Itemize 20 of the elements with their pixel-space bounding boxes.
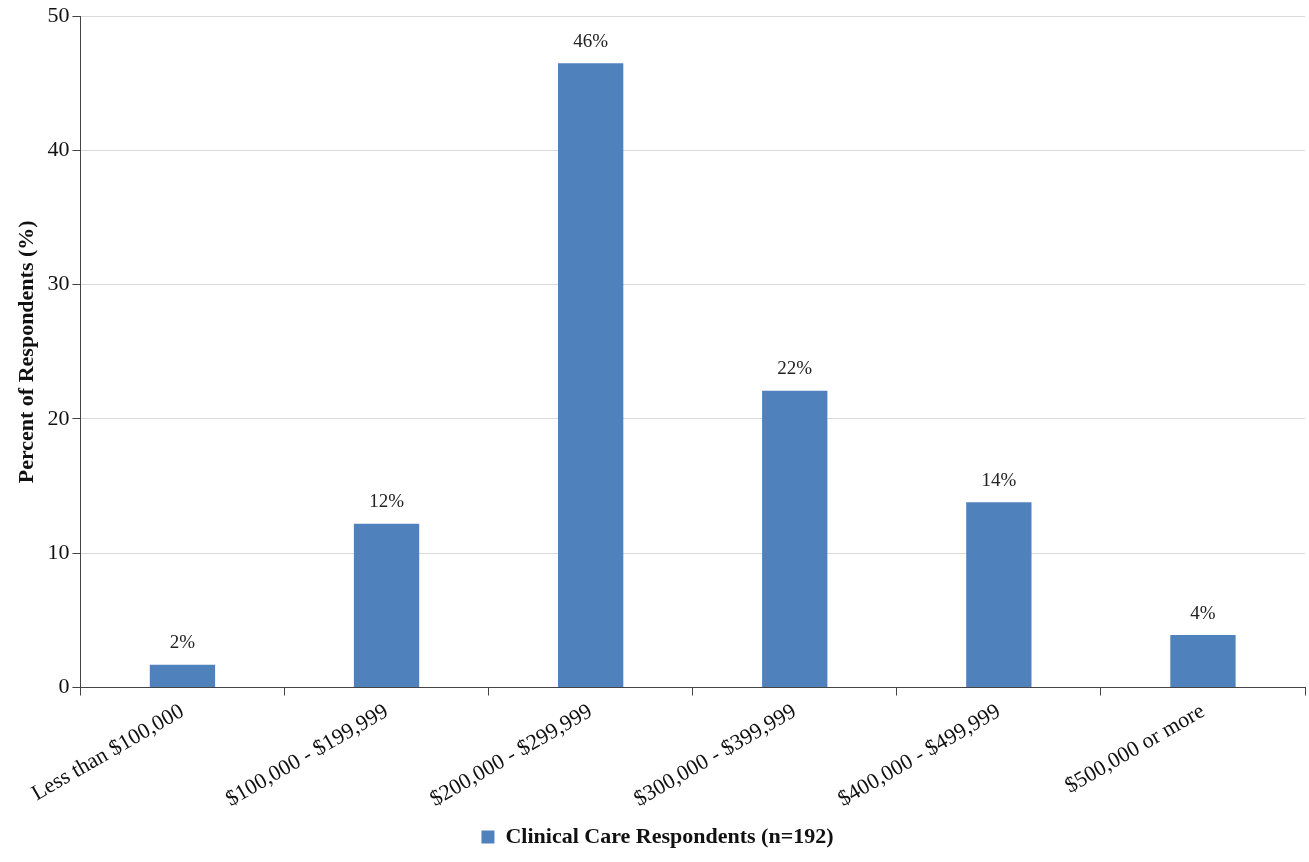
y-tick-label: 40 (47, 136, 70, 162)
legend-label: Clinical Care Respondents (n=192) (505, 822, 834, 848)
bar (966, 502, 1032, 687)
y-tick-label: 10 (47, 539, 70, 564)
bar (149, 664, 216, 687)
y-tick-label: 20 (47, 404, 70, 430)
y-tick-label: 0 (58, 673, 70, 699)
y-axis-title: Percent of Respondents (%) (12, 220, 38, 484)
bar (762, 390, 828, 687)
bar (557, 63, 624, 687)
y-tick-label: 50 (47, 1, 70, 27)
bar (1170, 635, 1236, 687)
y-tick-label: 30 (47, 270, 70, 296)
data-label: 4% (1190, 601, 1216, 623)
data-label: 12% (369, 490, 405, 512)
data-label: 46% (573, 29, 609, 51)
data-label: 14% (981, 468, 1017, 490)
data-label: 22% (777, 357, 813, 379)
bar (353, 523, 420, 687)
data-label: 2% (169, 631, 196, 653)
